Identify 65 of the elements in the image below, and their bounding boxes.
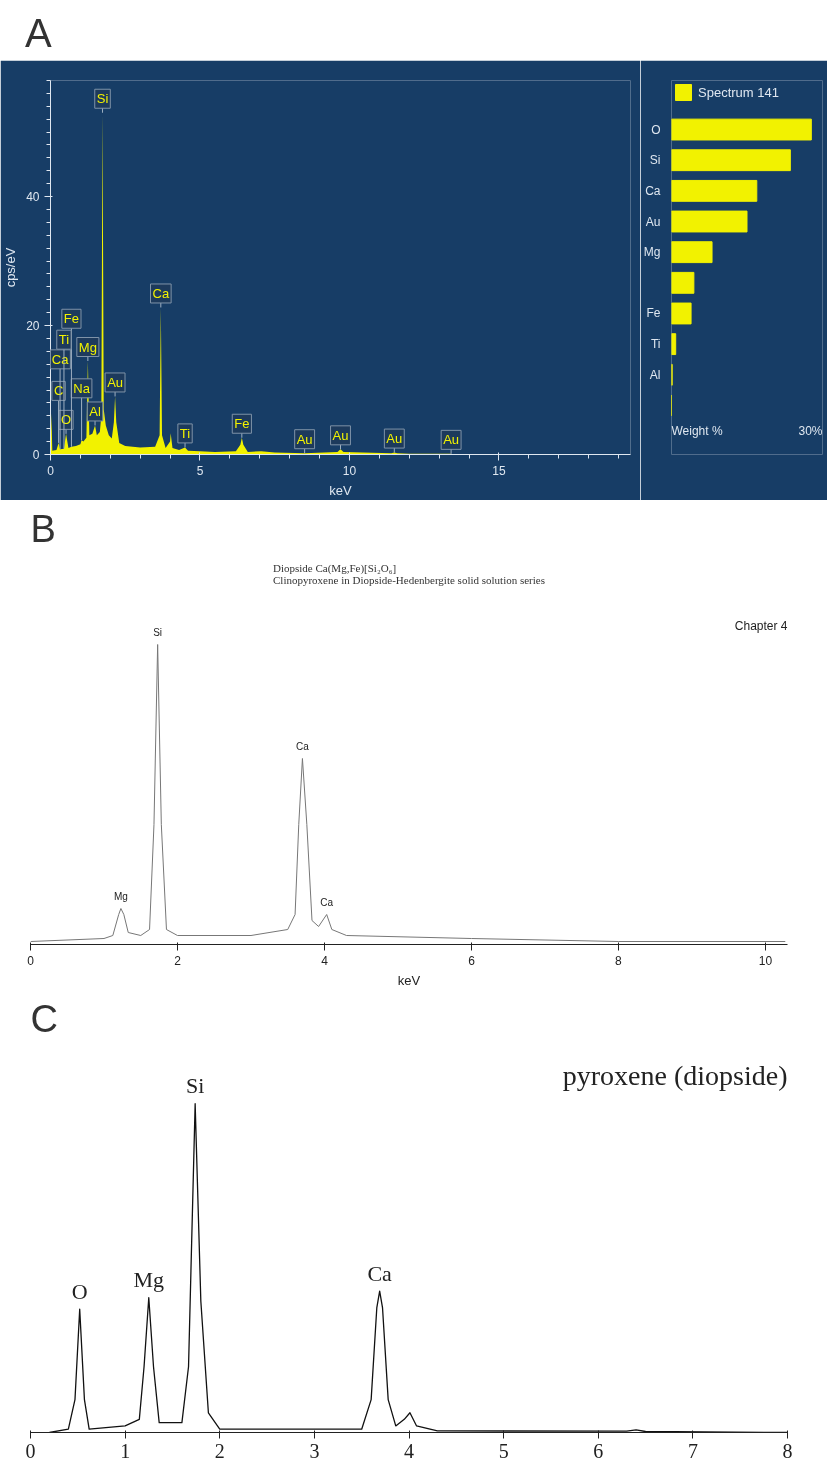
legend-label: Spectrum 141 [698,84,779,100]
annotation: Ti [179,425,191,441]
annotation: Ca [296,741,310,752]
y-tick-label: Au [645,214,661,229]
y-axis-title: cps/eV [3,247,19,288]
annotation: Au [386,431,403,447]
annotation: Ca [320,897,334,908]
y-tick-label: 40 [26,190,40,205]
annotation: Ca [152,285,170,301]
annotation: Au [332,427,349,443]
x-tick-label: 2 [214,1439,225,1462]
y-tick-label: 0 [32,448,40,462]
text: pyroxene (diopside) [562,1060,788,1092]
x-axis-title: Weight % [671,423,723,438]
annotation: O [60,412,72,428]
annotation: Al [89,403,101,419]
annotation: Mg [133,1267,165,1293]
annotation: Si [153,627,163,638]
annotation: Au [296,431,313,447]
annotation: Si [185,1073,205,1099]
chart-title: C [30,997,58,1040]
x-tick-label: 7 [687,1439,698,1462]
x-tick-label: 3 [309,1439,320,1462]
x-tick-label: 15 [492,463,506,478]
text: Chapter 4 [734,618,788,633]
y-tick-label: Mg [643,245,661,260]
x-axis-title: keV [329,482,353,498]
annotation: Au [107,374,124,390]
y-tick-label: Ti [650,337,661,352]
annotation: C [53,383,64,399]
x-tick-label: 5 [196,463,204,478]
x-tick-label: 6 [593,1439,604,1462]
x-tick-label: 4 [321,953,329,968]
y-tick-label: Ca [645,183,661,198]
x-tick-label: 5 [498,1439,509,1462]
y-tick-label: 20 [26,319,40,334]
annotation: Mg [113,891,128,902]
x-tick-label: 10 [342,463,357,478]
annotation: Fe [234,416,250,432]
x-tick-label: 1 [120,1439,131,1462]
y-tick-label: O [651,122,661,137]
annotation: Au [443,432,460,448]
x-tick-label: 4 [404,1439,414,1462]
x-tick-label: 0 [47,463,55,478]
y-tick-label: Al [649,367,661,382]
annotation: O [71,1278,88,1304]
annotation: Mg [78,339,97,355]
annotation: Ca [51,351,70,367]
annotation: Ca [367,1260,393,1286]
y-tick-label: Si [649,153,661,168]
annotation: Si [96,91,109,107]
x-tick-label: 10 [758,953,773,968]
x-tick-label: 8 [615,953,623,968]
annotation: Fe [63,311,80,327]
y-tick-label: Fe [646,306,661,321]
x-tick-label: 6 [468,953,476,968]
text: 30% [798,423,823,438]
annotation: Ti [58,332,70,348]
chart-title: B [30,507,56,550]
x-axis-title: keV [397,972,421,988]
x-tick-label: 8 [782,1439,793,1462]
x-tick-label: 2 [174,953,182,968]
annotation: Na [73,380,91,396]
chart-subtitle: Diopside Ca(Mg,Fe)[Si₂O₆] Clinopyroxene in Diopside-Hedenbergite solid solution series [273,561,546,586]
chart-title: A [25,10,52,57]
